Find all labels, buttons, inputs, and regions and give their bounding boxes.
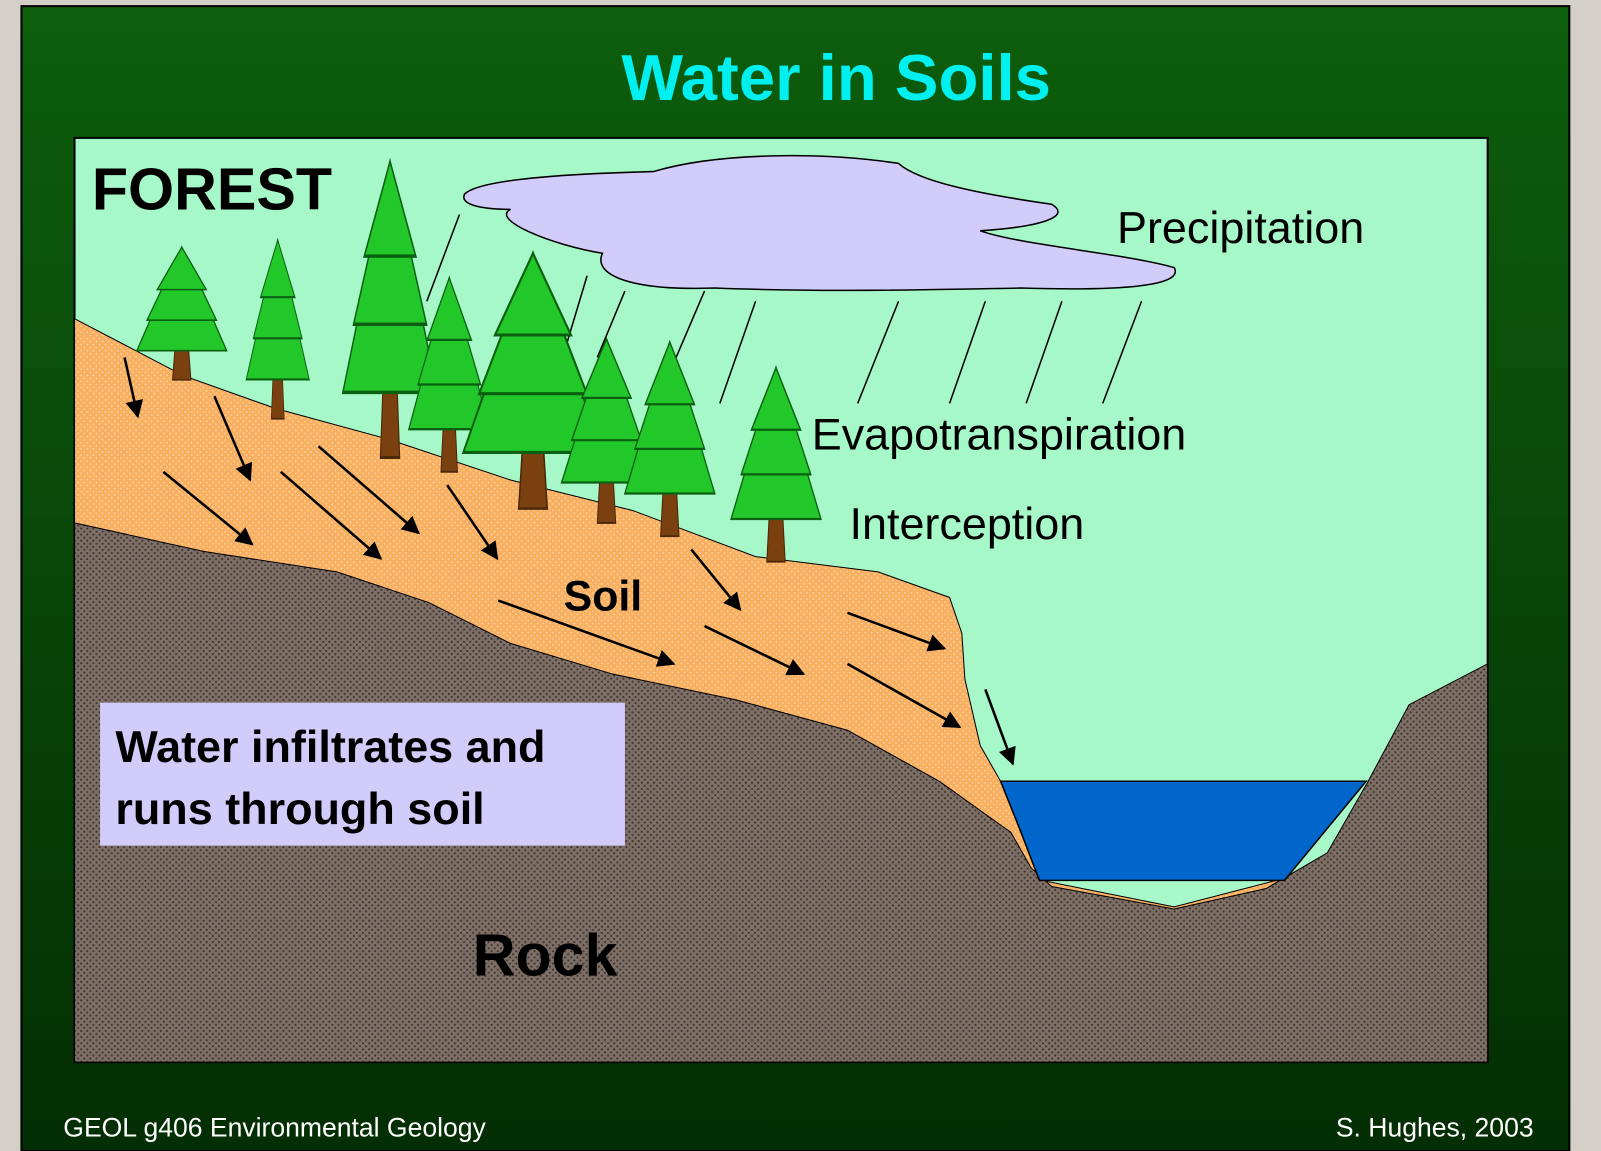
rock-label: Rock — [473, 921, 618, 988]
soil-label: Soil — [564, 573, 643, 621]
title: Water in Soils — [621, 41, 1051, 114]
slide: Water in Soils — [0, 0, 1601, 1151]
interception-label: Interception — [850, 498, 1085, 549]
callout-line: Water infiltrates and — [115, 721, 545, 772]
footer-left: GEOL g406 Environmental Geology — [63, 1113, 486, 1143]
forest-label: FOREST — [92, 155, 332, 222]
page: Water in Soils — [0, 0, 1601, 1151]
callout-line: runs through soil — [115, 783, 484, 834]
footer-right: S. Hughes, 2003 — [1336, 1113, 1534, 1143]
evapotranspiration-label: Evapotranspiration — [812, 408, 1187, 459]
precipitation-label: Precipitation — [1117, 202, 1364, 253]
